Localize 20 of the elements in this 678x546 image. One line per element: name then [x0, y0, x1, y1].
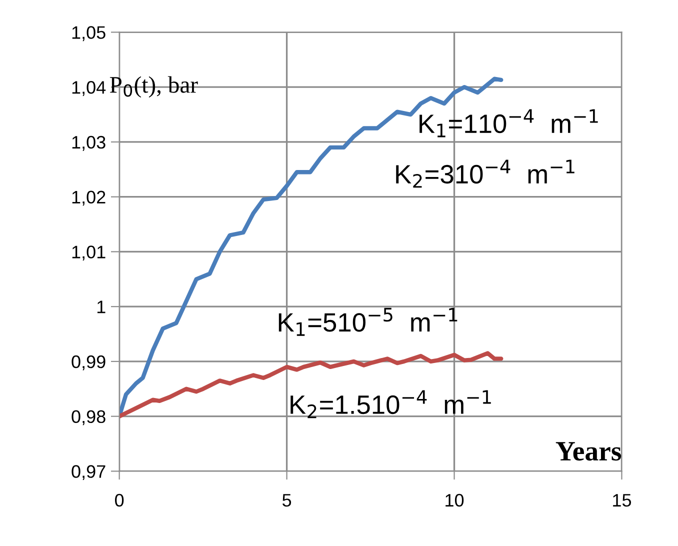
y-tick-label: 1,03 [72, 136, 106, 151]
x-axis-title: Years [556, 442, 622, 461]
x-tick-label: 0 [115, 494, 124, 507]
annotation: K$_{1}$=510$^{−5}$ m$^{−1}$ [278, 308, 458, 336]
y-tick-label: 1,04 [72, 81, 106, 96]
y-axis-title: P$_{0}$(t), bar [110, 76, 198, 98]
y-tick-label: 1,01 [72, 246, 106, 261]
annotation: K$_{2}$=1.510$^{−4}$ m$^{−1}$ [290, 390, 491, 418]
y-tick-label: 1,05 [72, 26, 106, 42]
y-tick-label: 1,02 [72, 190, 106, 206]
line-series [119, 351, 504, 418]
y-tick-label: 0,97 [72, 465, 106, 480]
y-tick-label: 0,99 [72, 355, 106, 370]
annotation: K$_{1}$=110$^{−4}$ m$^{−1}$ [420, 109, 598, 138]
y-tick-label: 0,98 [72, 410, 106, 426]
x-tick-label: 5 [282, 494, 292, 507]
annotation: K$_{2}$=310$^{−4}$ m$^{−1}$ [396, 160, 574, 188]
y-tick-label: 1 [97, 300, 106, 314]
x-tick-label: 15 [613, 494, 632, 507]
x-tick-label: 10 [446, 494, 464, 507]
